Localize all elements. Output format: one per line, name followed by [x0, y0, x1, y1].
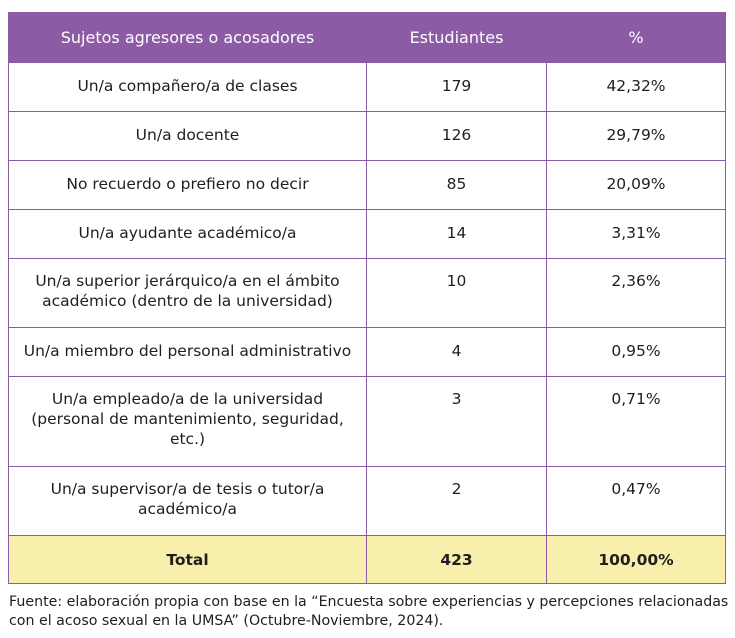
table-row: Un/a miembro del personal administrativo…: [8, 327, 726, 377]
cell-students: 14: [366, 209, 547, 259]
table-row: Un/a superior jerárquico/a en el ámbito …: [8, 258, 726, 328]
cell-percent: 20,09%: [546, 160, 726, 210]
cell-subject: Un/a supervisor/a de tesis o tutor/a aca…: [8, 466, 367, 536]
cell-percent: 42,32%: [546, 62, 726, 112]
header-subjects: Sujetos agresores o acosadores: [8, 12, 367, 63]
total-percent: 100,00%: [546, 535, 726, 584]
header-students: Estudiantes: [366, 12, 547, 63]
cell-percent: 0,47%: [546, 466, 726, 536]
cell-subject: Un/a miembro del personal administrativo: [8, 327, 367, 377]
table-row: Un/a empleado/a de la universidad (perso…: [8, 376, 726, 467]
header-percent: %: [546, 12, 726, 63]
cell-students: 4: [366, 327, 547, 377]
cell-subject: Un/a docente: [8, 111, 367, 161]
cell-percent: 0,95%: [546, 327, 726, 377]
table-row: Un/a docente 126 29,79%: [8, 111, 726, 161]
cell-students: 10: [366, 258, 547, 328]
total-students: 423: [366, 535, 547, 584]
aggressors-table: Sujetos agresores o acosadores Estudiant…: [8, 12, 726, 584]
table-header-row: Sujetos agresores o acosadores Estudiant…: [8, 12, 726, 63]
cell-subject: Un/a superior jerárquico/a en el ámbito …: [8, 258, 367, 328]
table-row: No recuerdo o prefiero no decir 85 20,09…: [8, 160, 726, 210]
aggressors-table-container: Sujetos agresores o acosadores Estudiant…: [8, 12, 726, 584]
cell-students: 126: [366, 111, 547, 161]
cell-students: 179: [366, 62, 547, 112]
table-row: Un/a supervisor/a de tesis o tutor/a aca…: [8, 466, 726, 536]
cell-students: 3: [366, 376, 547, 467]
cell-percent: 29,79%: [546, 111, 726, 161]
table-row: Un/a ayudante académico/a 14 3,31%: [8, 209, 726, 259]
total-label: Total: [8, 535, 367, 584]
cell-subject: No recuerdo o prefiero no decir: [8, 160, 367, 210]
cell-subject: Un/a empleado/a de la universidad (perso…: [8, 376, 367, 467]
table-row: Un/a compañero/a de clases 179 42,32%: [8, 62, 726, 112]
cell-percent: 0,71%: [546, 376, 726, 467]
cell-students: 85: [366, 160, 547, 210]
cell-students: 2: [366, 466, 547, 536]
cell-percent: 2,36%: [546, 258, 726, 328]
source-footnote: Fuente: elaboración propia con base en l…: [9, 594, 729, 629]
cell-subject: Un/a compañero/a de clases: [8, 62, 367, 112]
cell-subject: Un/a ayudante académico/a: [8, 209, 367, 259]
cell-percent: 3,31%: [546, 209, 726, 259]
total-row: Total 423 100,00%: [8, 535, 726, 584]
